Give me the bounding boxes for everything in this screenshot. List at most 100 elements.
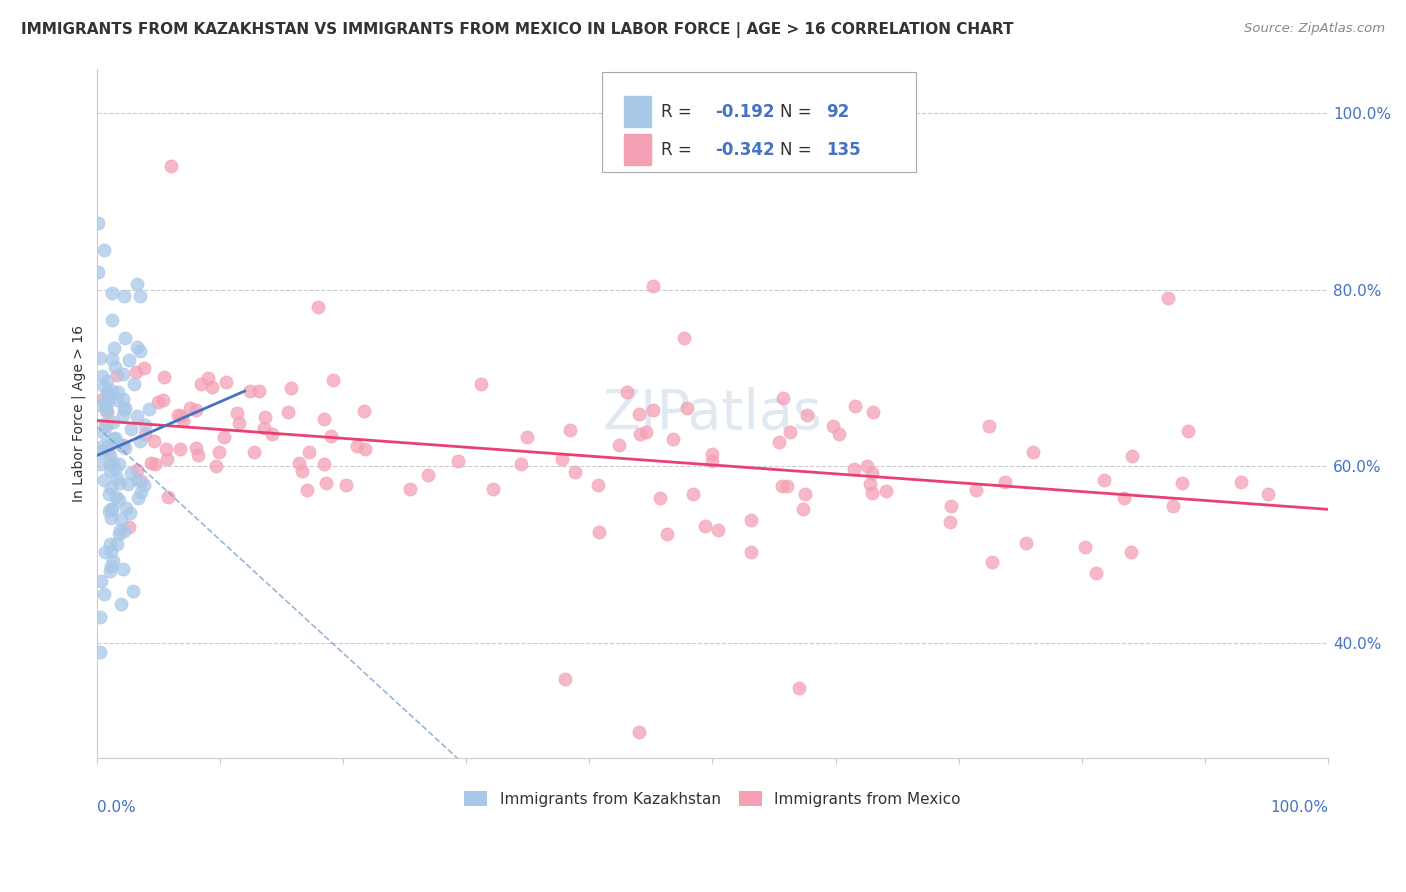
Point: [205, 459, 228, 474]
Point: [100, 502, 122, 516]
Point: [129, 474, 152, 488]
Point: [700, 447, 723, 461]
Point: [860, 466, 883, 480]
Point: [100, 511, 122, 525]
Point: [308, 301, 330, 315]
Text: Source: ZipAtlas.com: Source: ZipAtlas.com: [1244, 22, 1385, 36]
Point: [254, 410, 277, 425]
Point: [775, 479, 797, 493]
Point: [353, 404, 375, 418]
Text: 135: 135: [825, 141, 860, 159]
Point: [98, 487, 121, 501]
Point: [125, 339, 148, 353]
Point: [110, 437, 132, 451]
Point: [104, 461, 127, 475]
Point: [172, 414, 194, 428]
Point: [673, 331, 696, 345]
Point: [112, 401, 135, 416]
Point: [128, 344, 150, 359]
Point: [112, 524, 135, 538]
Point: [96, 387, 118, 401]
Point: [96, 404, 118, 418]
Point: [844, 399, 866, 413]
Point: [214, 376, 236, 390]
Point: [100, 558, 122, 573]
Point: [253, 421, 276, 435]
Point: [159, 159, 181, 173]
Point: [823, 419, 845, 434]
Point: [131, 484, 153, 499]
Point: [93, 243, 115, 257]
Point: [101, 501, 124, 516]
Point: [101, 554, 124, 568]
Point: [247, 384, 270, 399]
Point: [662, 432, 685, 446]
Point: [607, 437, 630, 451]
Point: [129, 289, 152, 303]
Point: [859, 477, 882, 491]
Point: [97, 392, 120, 406]
Text: 0.0%: 0.0%: [97, 800, 135, 814]
Point: [114, 401, 136, 415]
Point: [134, 360, 156, 375]
Point: [127, 463, 149, 477]
Point: [1112, 491, 1135, 505]
Point: [101, 384, 124, 398]
Point: [588, 478, 610, 492]
Point: [770, 479, 793, 493]
Text: 100.0%: 100.0%: [1270, 800, 1329, 814]
Point: [280, 381, 302, 395]
Point: [146, 394, 169, 409]
Point: [184, 441, 207, 455]
Point: [297, 483, 319, 498]
Point: [693, 519, 716, 533]
Point: [648, 491, 671, 505]
Point: [98, 449, 121, 463]
Point: [558, 423, 581, 437]
Text: IMMIGRANTS FROM KAZAKHSTAN VS IMMIGRANTS FROM MEXICO IN LABOR FORCE | AGE > 16 C: IMMIGRANTS FROM KAZAKHSTAN VS IMMIGRANTS…: [21, 22, 1014, 38]
Point: [125, 365, 148, 379]
Point: [94, 400, 117, 414]
Point: [110, 597, 132, 611]
Point: [628, 427, 651, 442]
Point: [1177, 424, 1199, 438]
Point: [315, 476, 337, 491]
Point: [105, 368, 128, 382]
Point: [1092, 473, 1115, 487]
Point: [143, 458, 166, 472]
Point: [398, 483, 420, 497]
Point: [93, 587, 115, 601]
Point: [335, 478, 357, 492]
Point: [93, 417, 115, 431]
Point: [134, 417, 156, 432]
Point: [551, 451, 574, 466]
Point: [187, 448, 209, 462]
Point: [89, 645, 111, 659]
Point: [108, 527, 131, 541]
Point: [675, 401, 697, 415]
Point: [979, 418, 1001, 433]
Point: [103, 456, 125, 470]
Bar: [624, 134, 651, 165]
Point: [108, 492, 131, 507]
Point: [98, 536, 121, 550]
Point: [312, 412, 335, 426]
Point: [627, 407, 650, 421]
Point: [862, 405, 884, 419]
Point: [1022, 445, 1045, 459]
Point: [447, 454, 470, 468]
Point: [1230, 475, 1253, 489]
Point: [115, 501, 138, 516]
Point: [416, 468, 439, 483]
Point: [105, 392, 128, 407]
Point: [298, 445, 321, 459]
Point: [94, 402, 117, 417]
Point: [828, 426, 851, 441]
Point: [125, 409, 148, 424]
Point: [700, 454, 723, 468]
Point: [97, 439, 120, 453]
Point: [346, 438, 368, 452]
Point: [94, 545, 117, 559]
Point: [100, 544, 122, 558]
Point: [97, 392, 120, 406]
